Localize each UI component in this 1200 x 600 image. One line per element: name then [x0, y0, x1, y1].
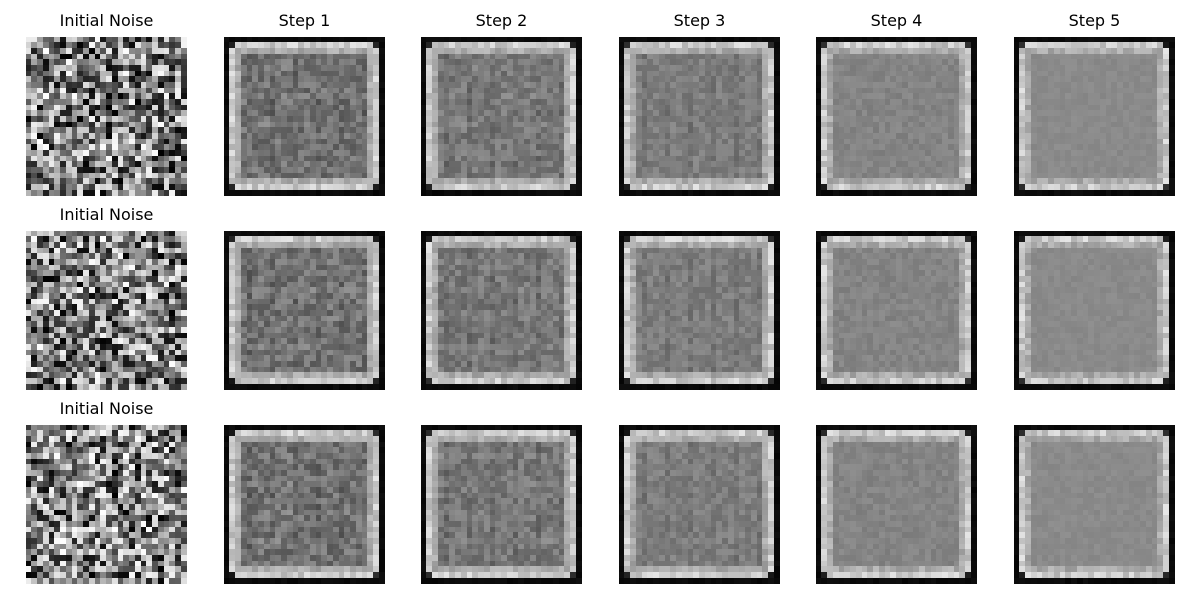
denoised-image [224, 37, 385, 196]
denoised-image [816, 425, 977, 584]
noise-image [26, 37, 187, 196]
denoised-image [816, 231, 977, 390]
denoised-image [1014, 231, 1175, 390]
panel-title: Initial Noise [59, 11, 154, 30]
noise-image [26, 231, 187, 390]
panel-title: Initial Noise [59, 205, 154, 224]
denoised-image [619, 37, 780, 196]
panel-title: Step 3 [673, 11, 726, 30]
panel-title: Step 1 [278, 11, 331, 30]
denoised-image [619, 425, 780, 584]
panel-title: Step 2 [475, 11, 528, 30]
denoised-image [421, 37, 582, 196]
denoised-image [421, 425, 582, 584]
panel-title: Initial Noise [59, 399, 154, 418]
denoised-image [1014, 37, 1175, 196]
panel-title: Step 4 [870, 11, 923, 30]
denoised-image [421, 231, 582, 390]
denoised-image [1014, 425, 1175, 584]
panel-title: Step 5 [1068, 11, 1121, 30]
noise-image [26, 425, 187, 584]
denoised-image [224, 231, 385, 390]
denoised-image [224, 425, 385, 584]
denoised-image [816, 37, 977, 196]
denoised-image [619, 231, 780, 390]
